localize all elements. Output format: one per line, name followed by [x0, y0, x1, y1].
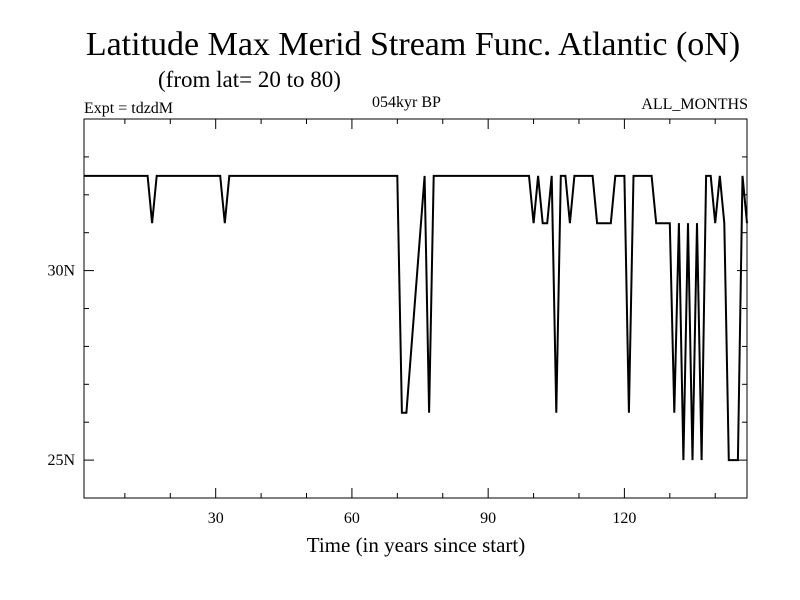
x-axis: 30 60 90 120	[124, 119, 716, 527]
x-tick-label: 30	[208, 510, 224, 527]
chart-title: Latitude Max Merid Stream Func. Atlantic…	[85, 26, 741, 63]
x-axis-label: Time (in years since start)	[306, 533, 526, 557]
chart-subtitle: (from lat= 20 to 80)	[158, 67, 341, 92]
period-label: 054kyr BP	[372, 94, 441, 111]
series-line	[84, 174, 748, 462]
months-label: ALL_MONTHS	[641, 96, 748, 113]
experiment-label: Expt = tdzdM	[84, 100, 174, 117]
x-tick-label: 90	[480, 510, 496, 527]
x-tick-label: 60	[344, 510, 360, 527]
y-axis: 25N 30N	[47, 156, 747, 469]
y-tick-label: 30N	[47, 263, 75, 280]
x-tick-label: 120	[612, 510, 636, 527]
y-tick-label: 25N	[47, 452, 75, 469]
